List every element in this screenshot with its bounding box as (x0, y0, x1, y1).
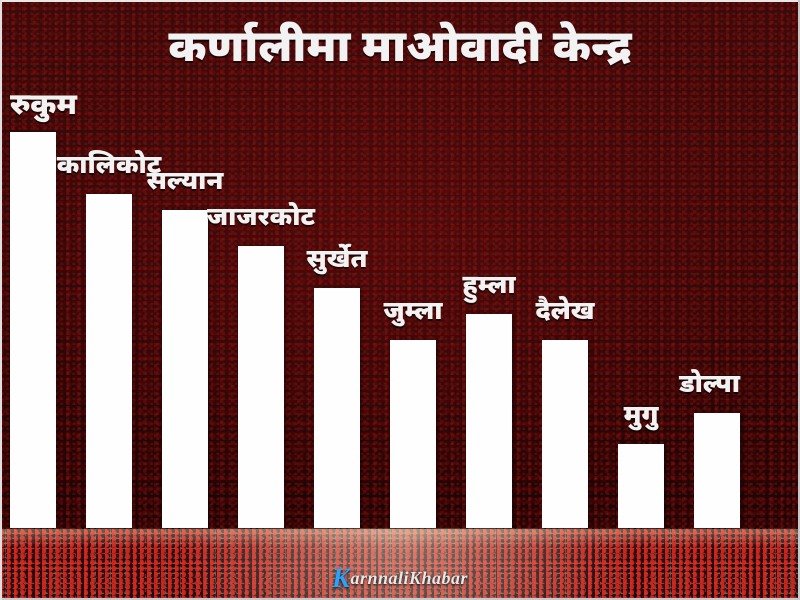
watermark-initial: K (332, 563, 351, 593)
bar-label-0: रुकुम (10, 88, 77, 127)
bar-label-1: कालिकोट (57, 150, 162, 184)
bar-label-6: हुम्ला (462, 270, 515, 304)
infographic-canvas: कर्णालीमा माओवादी केन्द्र रुकुम कालिकोटसल… (0, 0, 800, 600)
bar-label-5: जुम्ला (383, 296, 442, 330)
bar-chart: रुकुम कालिकोटसल्यानजाजरकोट सुर्खेत जुम्ला हु… (0, 80, 800, 600)
bar-label-8: मुगु (624, 400, 659, 434)
chart-title: कर्णालीमा माओवादी केन्द्र (0, 22, 800, 79)
bar-label-3: जाजरकोट (207, 202, 315, 236)
bar-label-9: डोल्पा (679, 369, 740, 403)
watermark-text: arnnaliKhabar (350, 568, 468, 588)
bar-label-7: दैलेख (535, 296, 594, 330)
source-watermark: KarnnaliKhabar (332, 563, 468, 594)
bar-label-2: सल्यान (147, 166, 224, 200)
bar-label-4: सुर्खेत (307, 244, 368, 278)
